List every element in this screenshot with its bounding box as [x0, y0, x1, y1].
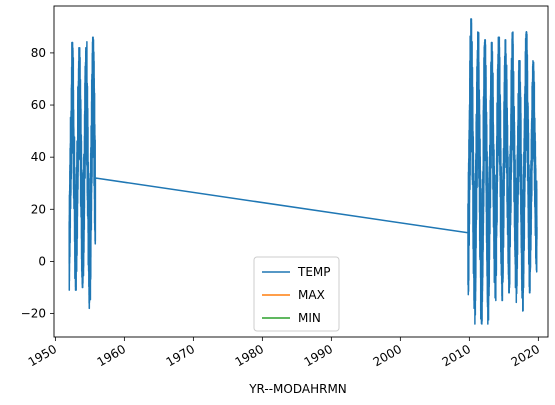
- legend: TEMP MAX MIN: [254, 257, 339, 331]
- legend-label-temp: TEMP: [297, 265, 331, 279]
- y-tick-label: −20: [21, 307, 46, 321]
- y-tick-label: 20: [31, 202, 46, 216]
- y-tick-label: 80: [31, 46, 46, 60]
- y-tick-label: 60: [31, 98, 46, 112]
- x-axis-label: YR--MODAHRMN: [248, 382, 347, 396]
- legend-label-min: MIN: [298, 311, 321, 325]
- y-tick-label: 40: [31, 150, 46, 164]
- y-tick-label: 0: [38, 254, 46, 268]
- legend-label-max: MAX: [298, 288, 325, 302]
